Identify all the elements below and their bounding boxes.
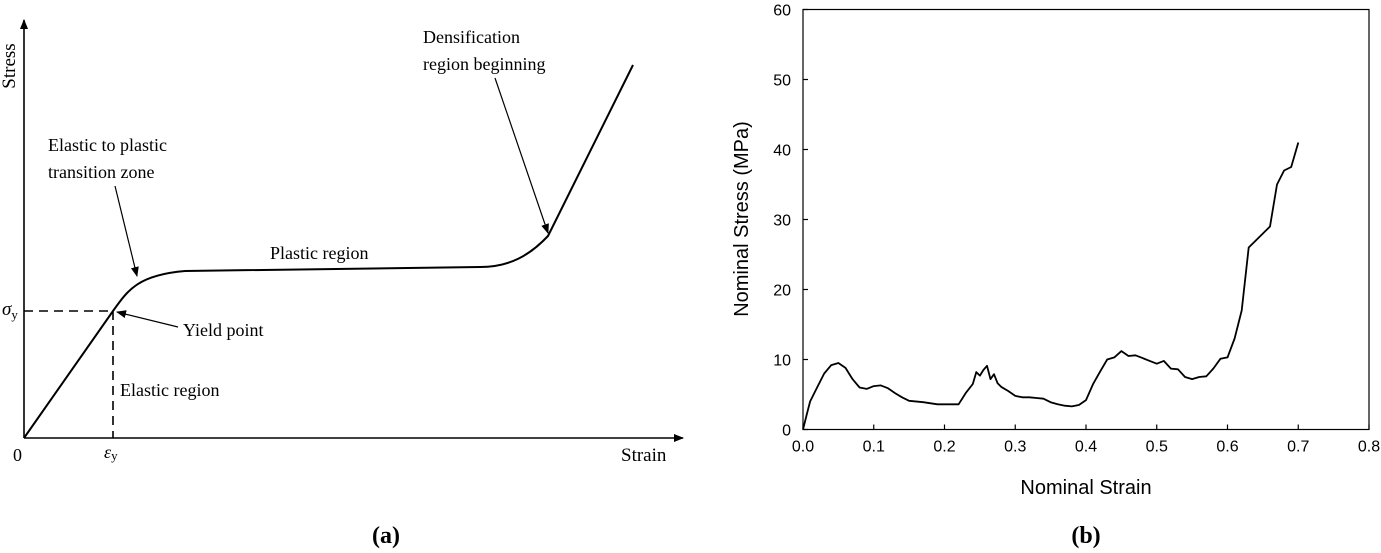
y-tick-label: 10 bbox=[773, 353, 791, 370]
x-tick-label: 0.7 bbox=[1287, 439, 1309, 456]
panel-b-plot-frame bbox=[802, 8, 1370, 431]
x-tick-label: 0.8 bbox=[1358, 439, 1380, 456]
panel-a-xlabel: Strain bbox=[621, 445, 667, 466]
x-tick-label: 0.0 bbox=[792, 439, 814, 456]
origin-label: 0 bbox=[13, 445, 22, 465]
panel-b-caption: (b) bbox=[1071, 523, 1100, 549]
y-tick-label: 20 bbox=[773, 283, 791, 300]
yield-point-label: Yield point bbox=[183, 320, 264, 340]
y-tick-label: 30 bbox=[773, 213, 791, 230]
plastic-region-label: Plastic region bbox=[270, 243, 368, 263]
panel-b-y-ticks: 0 10 20 30 40 50 60 bbox=[773, 3, 808, 440]
eps-y-label: εy bbox=[104, 442, 118, 463]
panel-b-x-ticks: 0.0 0.1 0.2 0.3 0.4 0.5 0.6 0.7 0.8 bbox=[792, 424, 1380, 456]
y-tick-label: 0 bbox=[782, 423, 791, 440]
panel-b-series-line bbox=[802, 142, 1300, 430]
yield-point-arrow bbox=[116, 310, 179, 328]
panel-b: 0.0 0.1 0.2 0.3 0.4 0.5 0.6 0.7 0.8 0 10 20 30 40 50 6… bbox=[731, 3, 1380, 550]
panel-b-xlabel: Nominal Strain bbox=[1020, 477, 1151, 499]
panel-a-caption: (a) bbox=[372, 523, 400, 549]
sigma-y-label: σy bbox=[2, 299, 18, 322]
panel-a-curve bbox=[23, 64, 634, 439]
densification-arrow bbox=[494, 77, 549, 234]
panel-a: Stress Strain 0 σy εy Densification regi… bbox=[0, 19, 684, 549]
x-tick-label: 0.6 bbox=[1216, 439, 1238, 456]
panel-a-ylabel: Stress bbox=[0, 43, 20, 88]
panel-b-ylabel: Nominal Stress (MPa) bbox=[731, 121, 753, 317]
x-tick-label: 0.3 bbox=[1004, 439, 1026, 456]
x-tick-label: 0.4 bbox=[1075, 439, 1097, 456]
y-tick-label: 60 bbox=[773, 3, 791, 20]
y-tick-label: 40 bbox=[773, 143, 791, 160]
x-tick-label: 0.2 bbox=[933, 439, 955, 456]
transition-label-line2: transition zone bbox=[48, 162, 154, 182]
x-tick-label: 0.5 bbox=[1146, 439, 1168, 456]
transition-arrow bbox=[114, 185, 139, 277]
transition-label-line1: Elastic to plastic bbox=[48, 135, 167, 155]
densification-label-line2: region beginning bbox=[423, 54, 545, 74]
x-tick-label: 0.1 bbox=[863, 439, 885, 456]
elastic-region-label: Elastic region bbox=[120, 380, 219, 400]
densification-label-line1: Densification bbox=[423, 27, 520, 47]
y-tick-label: 50 bbox=[773, 73, 791, 90]
